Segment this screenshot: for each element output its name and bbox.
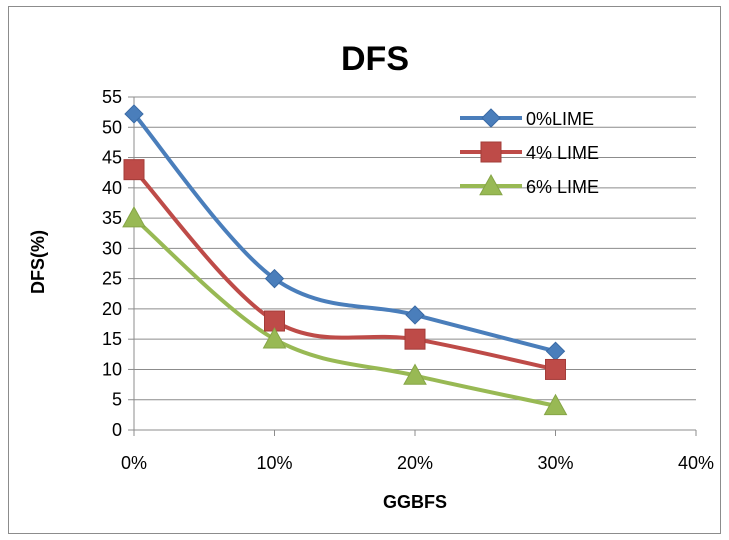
legend-item-0: 0%LIME	[460, 108, 594, 129]
y-tick-label: 25	[102, 269, 122, 289]
legend-item-1: 4% LIME	[460, 141, 599, 163]
legend-item-2: 6% LIME	[460, 173, 599, 197]
legend: 0%LIME 4% LIME 6% LIME	[460, 108, 599, 197]
y-tick-label: 35	[102, 208, 122, 228]
data-point-2	[403, 363, 427, 385]
y-tick-label: 55	[102, 87, 122, 107]
series-markers	[122, 104, 568, 416]
series-line-2	[132, 216, 558, 408]
legend-label: 6% LIME	[526, 177, 599, 197]
legend-marker	[479, 173, 503, 196]
legend-label: 0%LIME	[526, 109, 594, 129]
chart-frame	[8, 6, 721, 534]
y-tick-label: 0	[112, 420, 122, 440]
legend-marker	[481, 108, 501, 128]
x-tick-label: 0%	[121, 453, 147, 473]
x-tick-label: 40%	[678, 453, 714, 473]
legend-marker	[480, 141, 502, 163]
legend-marker-shape	[480, 141, 502, 163]
data-point-1	[404, 328, 426, 350]
data-point-0	[264, 268, 285, 289]
y-tick-label: 5	[112, 390, 122, 410]
y-tick-label: 50	[102, 117, 122, 137]
y-tick-label: 30	[102, 238, 122, 258]
legend-marker-shape	[481, 108, 501, 128]
legend-label: 4% LIME	[526, 143, 599, 163]
data-point-2	[262, 327, 287, 349]
data-point-0	[405, 305, 425, 325]
series-lines	[132, 111, 558, 408]
x-tick-label: 10%	[256, 453, 292, 473]
data-point-2	[543, 393, 568, 416]
chart-title: DFS	[341, 40, 409, 78]
legend-marker-shape	[479, 173, 503, 196]
series-line-0	[132, 111, 558, 354]
tick-labels: 0 5 10 15 20 25 30 35 40 45 50 55 0% 10% 20% 30% 40%	[102, 87, 714, 473]
data-point-0	[124, 104, 144, 124]
x-axis-title: GGBFS	[383, 492, 447, 512]
y-tick-label: 20	[102, 299, 122, 319]
x-tick-label: 30%	[537, 453, 573, 473]
y-axis-title: DFS(%)	[28, 230, 48, 294]
data-point-1	[123, 159, 145, 181]
x-tick-label: 20%	[397, 453, 433, 473]
gridlines	[134, 96, 696, 401]
data-point-2	[122, 206, 146, 228]
y-tick-label: 15	[102, 329, 122, 349]
data-point-1	[545, 358, 566, 380]
series-line-1	[132, 167, 558, 372]
y-tick-label: 10	[102, 359, 122, 379]
data-point-0	[545, 341, 566, 361]
y-tick-label: 40	[102, 178, 122, 198]
y-tick-label: 45	[102, 148, 122, 168]
